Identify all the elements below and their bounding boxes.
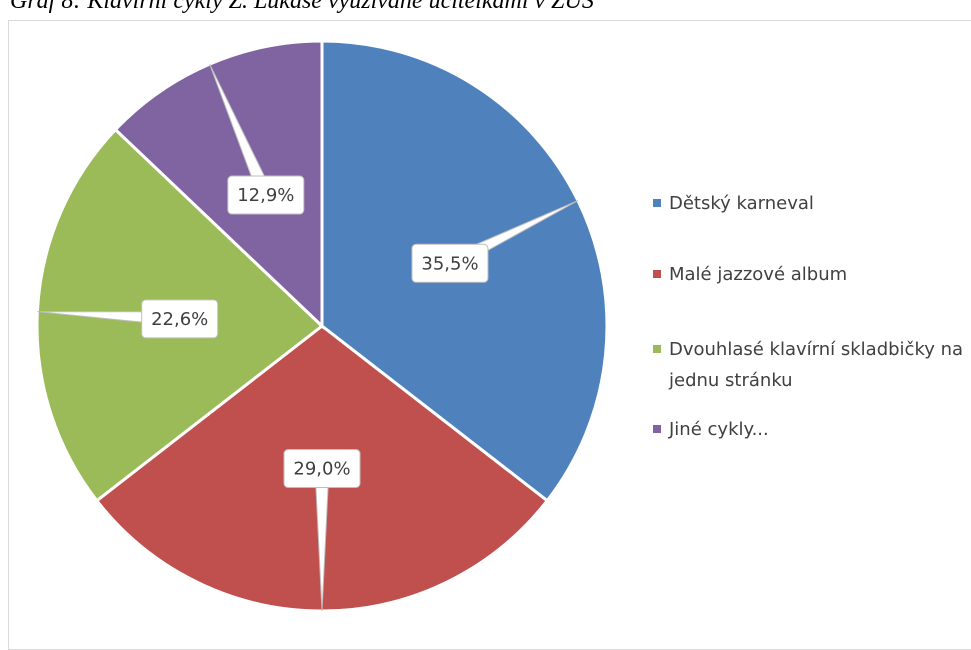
legend-item: Dvouhlasé klavírní skladbičky na jednu s… (653, 334, 969, 396)
legend-label: Jiné cykly... (669, 419, 769, 440)
data-label: 29,0% (283, 449, 361, 612)
label-box (283, 449, 361, 488)
label-box (411, 243, 489, 283)
label-box (227, 175, 305, 215)
data-label: 12,9% (209, 63, 305, 215)
legend-swatch (653, 270, 661, 278)
data-label: 22,6% (37, 299, 219, 339)
label-text: 22,6% (151, 309, 208, 330)
data-label: 35,5% (411, 200, 579, 283)
legend-label: Dětský karneval (669, 193, 814, 214)
legend-swatch (653, 199, 661, 207)
chart-title: Graf 8: Klavírní cykly Z. Lukáše využíva… (10, 0, 594, 14)
label-text: 12,9% (237, 185, 294, 206)
legend-swatch (653, 425, 661, 433)
legend-item: Dětský karneval (653, 188, 969, 219)
legend-swatch (653, 345, 661, 353)
label-text: 35,5% (421, 253, 478, 274)
legend: Dětský karneval Malé jazzové album Dvouhla… (653, 188, 969, 445)
legend-item: Jiné cykly... (653, 414, 969, 445)
legend-label: Dvouhlasé klavírní skladbičky na jednu s… (669, 339, 964, 391)
label-text: 29,0% (293, 459, 350, 480)
legend-item: Malé jazzové album (653, 259, 969, 290)
legend-label: Malé jazzové album (669, 264, 848, 285)
label-box (141, 299, 219, 339)
